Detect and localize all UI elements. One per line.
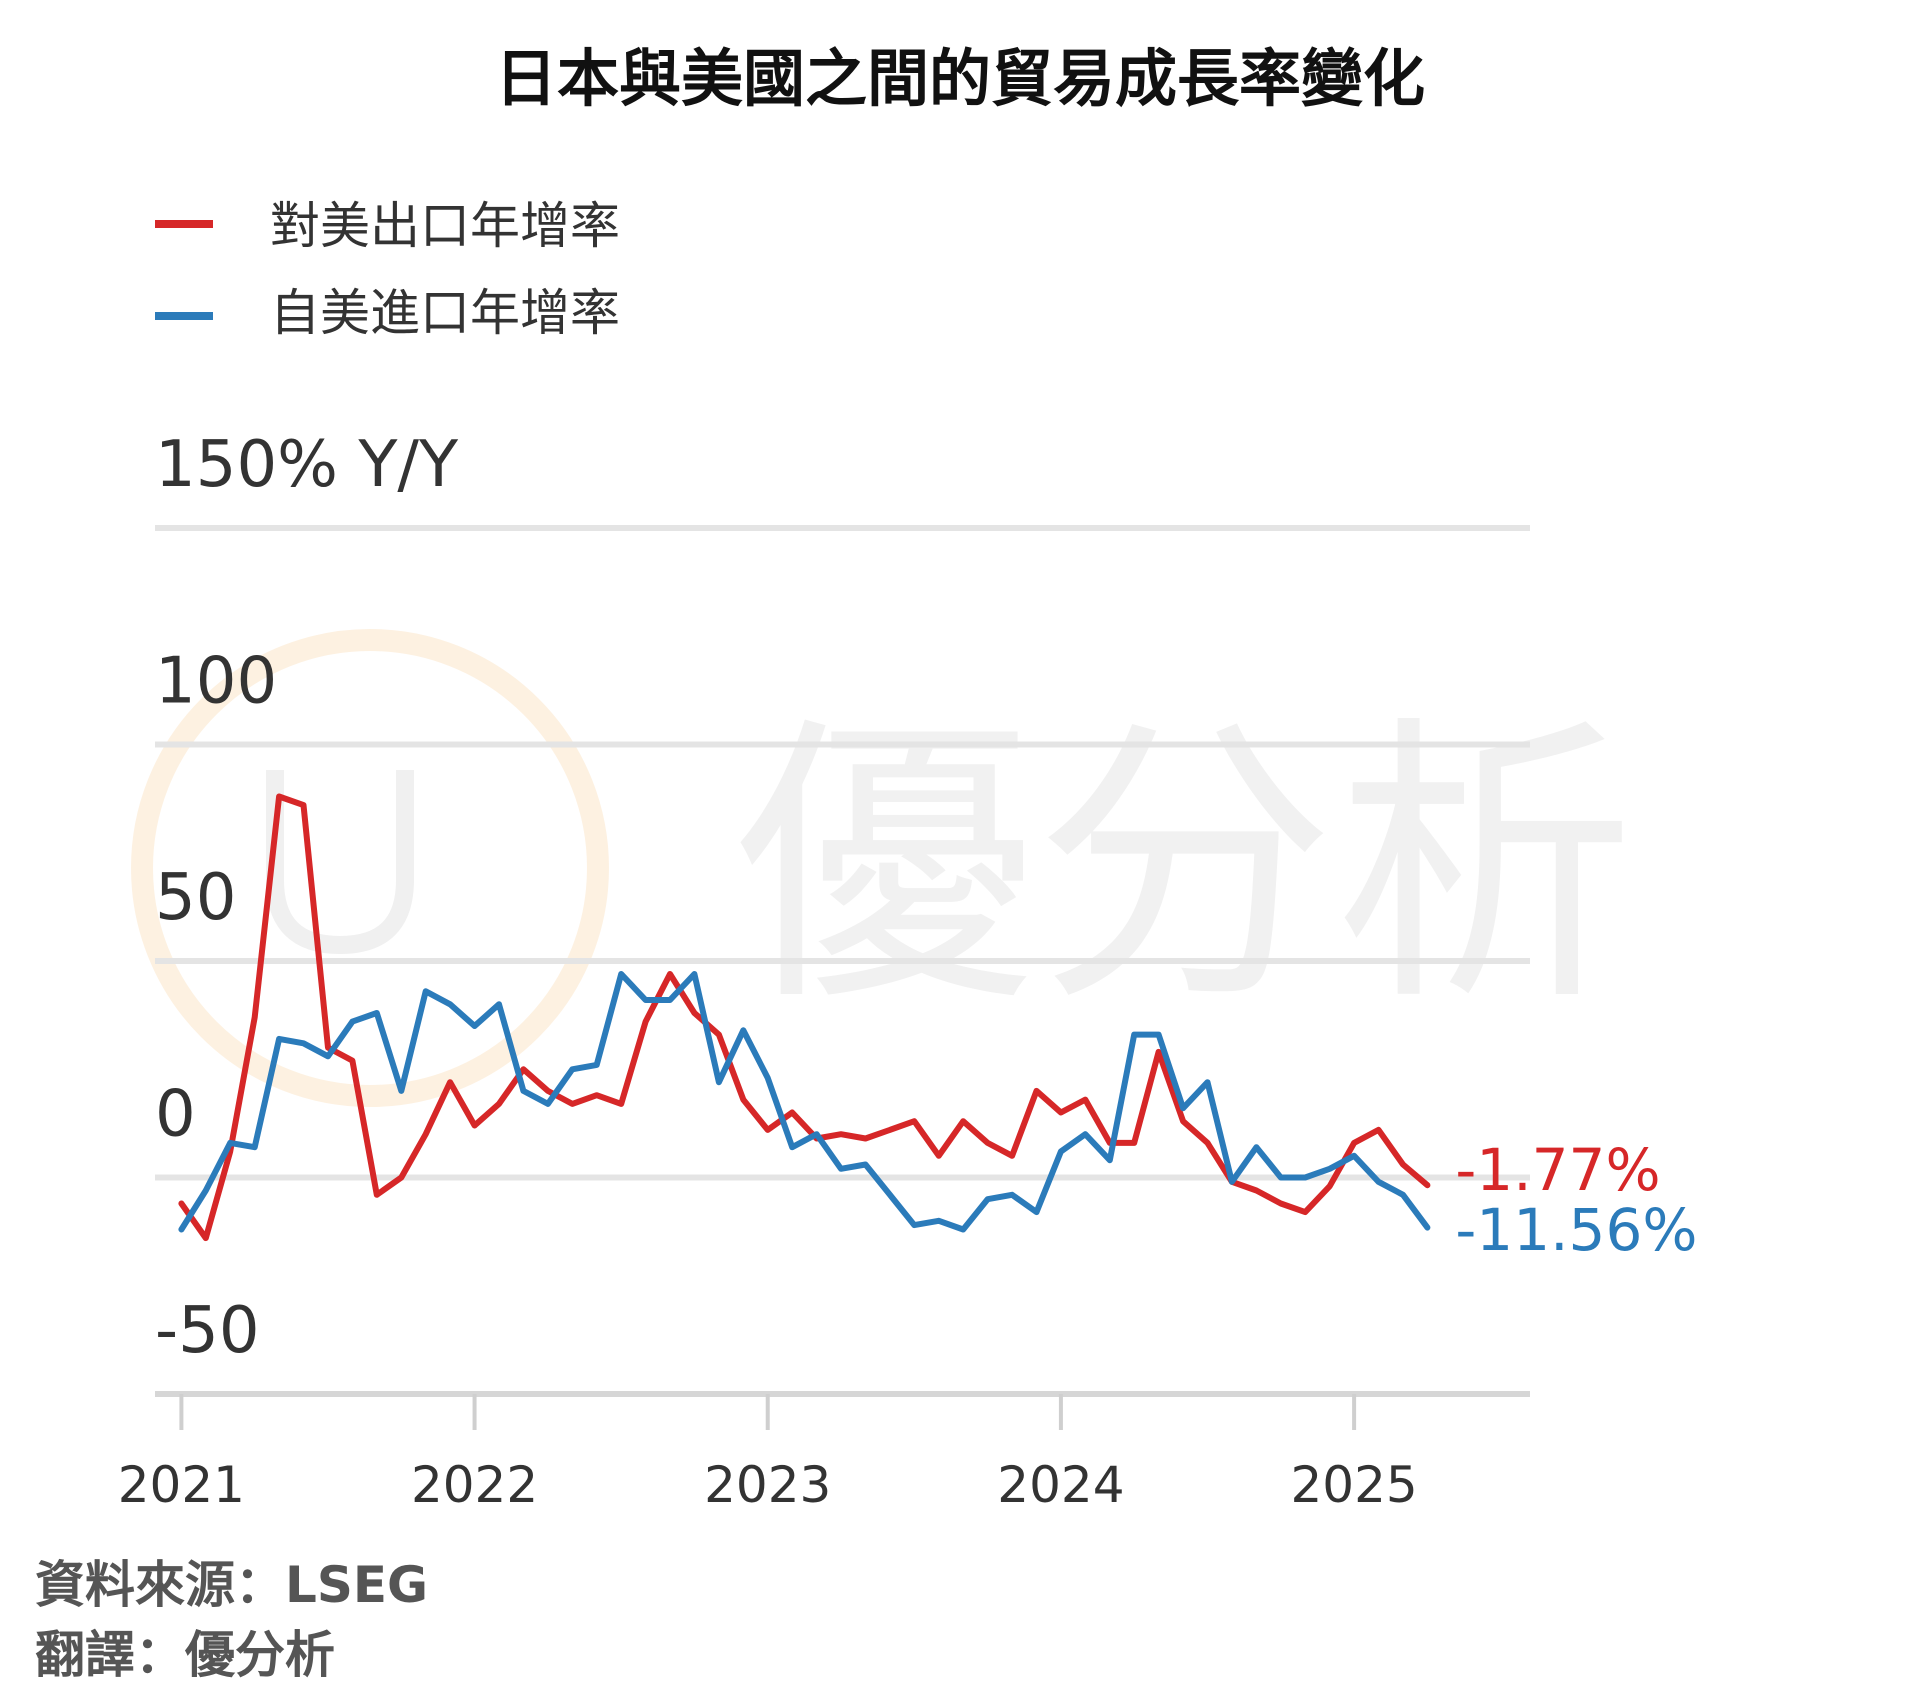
x-tick-label: 2024 (997, 1456, 1124, 1514)
legend-swatch-exports (155, 220, 213, 228)
legend-label-imports: 自美進口年增率 (270, 284, 620, 342)
y-tick-label: -50 (155, 1294, 260, 1368)
chart-title: 日本與美國之間的貿易成長率變化 (495, 42, 1425, 115)
end-labels: -1.77%-11.56% (1455, 1136, 1697, 1264)
watermark-logo-mark (266, 770, 414, 955)
legend: 對美出口年增率 自美進口年增率 (155, 197, 620, 342)
grid-lines (155, 525, 1530, 1397)
x-tick-label: 2025 (1290, 1456, 1417, 1514)
translation-line: 翻譯：優分析 (35, 1626, 335, 1684)
watermark-circle (131, 629, 609, 1107)
y-tick-label: 100 (155, 645, 277, 719)
end-label-exports: -1.77% (1455, 1136, 1660, 1204)
legend-swatch-imports (155, 312, 213, 320)
series-lines (178, 793, 1431, 1242)
watermark: 優分析 (131, 629, 1635, 1107)
x-tick-label: 2022 (411, 1456, 538, 1514)
y-tick-label: 0 (155, 1078, 196, 1152)
y-tick-label: 50 (155, 861, 236, 935)
y-tick-label: 150% Y/Y (155, 428, 459, 502)
x-axis-ticks: 2021 2022 2023 2024 2025 (118, 1394, 1418, 1514)
series-line-imports (178, 971, 1431, 1233)
legend-label-exports: 對美出口年增率 (270, 197, 620, 255)
end-label-imports: -11.56% (1455, 1196, 1697, 1264)
x-tick-label: 2021 (118, 1456, 245, 1514)
source-line: 資料來源：LSEG (35, 1556, 428, 1614)
watermark-text: 優分析 (735, 692, 1635, 1041)
y-axis-ticks: 150% Y/Y 100 50 0 -50 (155, 428, 459, 1368)
series-line-exports (178, 793, 1431, 1242)
x-tick-label: 2023 (704, 1456, 831, 1514)
